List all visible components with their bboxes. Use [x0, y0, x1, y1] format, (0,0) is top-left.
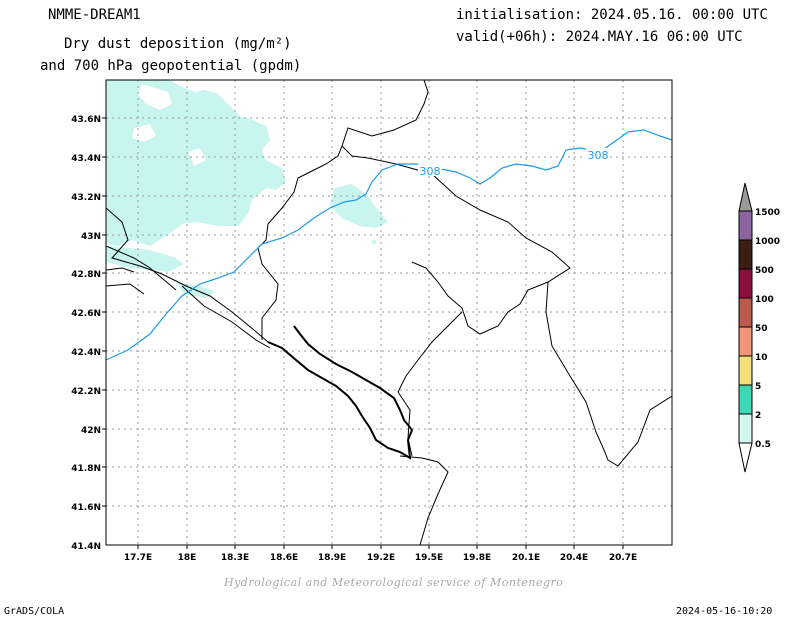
lon-label: 18.9E — [318, 553, 346, 563]
legend-swatch — [738, 384, 753, 415]
lon-label: 19.2E — [367, 553, 395, 563]
legend-swatch — [738, 268, 753, 299]
lat-label: 42N — [81, 426, 101, 436]
legend-swatch — [738, 326, 753, 357]
lon-label: 18.3E — [221, 553, 249, 563]
lon-label: 20.1E — [512, 553, 540, 563]
lat-label: 43.6N — [71, 115, 101, 125]
geopotential-contour-308 — [106, 129, 672, 361]
lon-label: 17.7E — [124, 553, 152, 563]
contour-label-308: 308 — [420, 165, 441, 178]
lat-label: 42.6N — [71, 309, 101, 319]
legend-swatch — [738, 413, 753, 444]
legend-label: 1500 — [755, 208, 780, 218]
legend-label: 1000 — [755, 237, 780, 247]
lon-label: 18E — [178, 553, 197, 563]
lon-label: 20.7E — [609, 553, 637, 563]
lat-label: 43.4N — [71, 154, 101, 164]
lat-label: 42.8N — [71, 270, 101, 280]
axis-ticks — [102, 117, 624, 549]
legend-top-arrow — [738, 182, 753, 212]
legend-bottom-arrow — [738, 442, 753, 473]
legend-label: 10 — [755, 353, 768, 363]
generation-timestamp: 2024-05-16-10:20 — [676, 606, 773, 617]
model-name: NMME-DREAM1 — [48, 7, 141, 23]
initialisation-time: initialisation: 2024.05.16. 00:00 UTC — [456, 7, 768, 23]
legend-label: 2 — [755, 411, 761, 421]
lon-label: 19.5E — [415, 553, 443, 563]
contour-label-308: 308 — [588, 149, 609, 162]
software-label: GrADS/COLA — [4, 606, 65, 617]
lat-label: 43.2N — [71, 193, 101, 203]
lat-label: 42.2N — [71, 387, 101, 397]
lon-label: 19.8E — [463, 553, 491, 563]
coastline — [267, 325, 414, 460]
lon-label: 20.4E — [560, 553, 588, 563]
legend-label: 0.5 — [755, 440, 771, 450]
lon-label: 18.6E — [270, 553, 298, 563]
lat-label: 41.4N — [71, 542, 101, 552]
title-line-1: Dry dust deposition (mg/m²) — [64, 36, 292, 52]
legend-label: 5 — [755, 382, 761, 392]
legend-label: 500 — [755, 266, 774, 276]
title-line-2: and 700 hPa geopotential (gpdm) — [40, 58, 302, 74]
credit-line: Hydrological and Meteorological service … — [224, 576, 564, 589]
color-legend: 0.5 2 5 10 50 100 500 1000 1500 — [738, 182, 780, 473]
legend-swatch — [738, 297, 753, 328]
legend-swatch — [738, 355, 753, 386]
valid-time: valid(+06h): 2024.MAY.16 06:00 UTC — [456, 29, 743, 45]
legend-swatch — [738, 210, 753, 241]
latitude-labels: 43.6N 43.4N 43.2N 43N 42.8N 42.6N 42.4N … — [71, 115, 101, 552]
dust-deposition-area — [106, 80, 388, 298]
lat-label: 43N — [81, 232, 101, 242]
longitude-labels: 17.7E 18E 18.3E 18.6E 18.9E 19.2E 19.5E … — [124, 553, 637, 563]
lat-label: 42.4N — [71, 348, 101, 358]
lat-label: 41.6N — [71, 503, 101, 513]
lat-label: 41.8N — [71, 464, 101, 474]
lat-lon-grid — [106, 80, 672, 545]
legend-label: 100 — [755, 295, 774, 305]
legend-swatch — [738, 239, 753, 270]
contour-labels: 308 308 — [418, 148, 610, 178]
legend-label: 50 — [755, 324, 768, 334]
